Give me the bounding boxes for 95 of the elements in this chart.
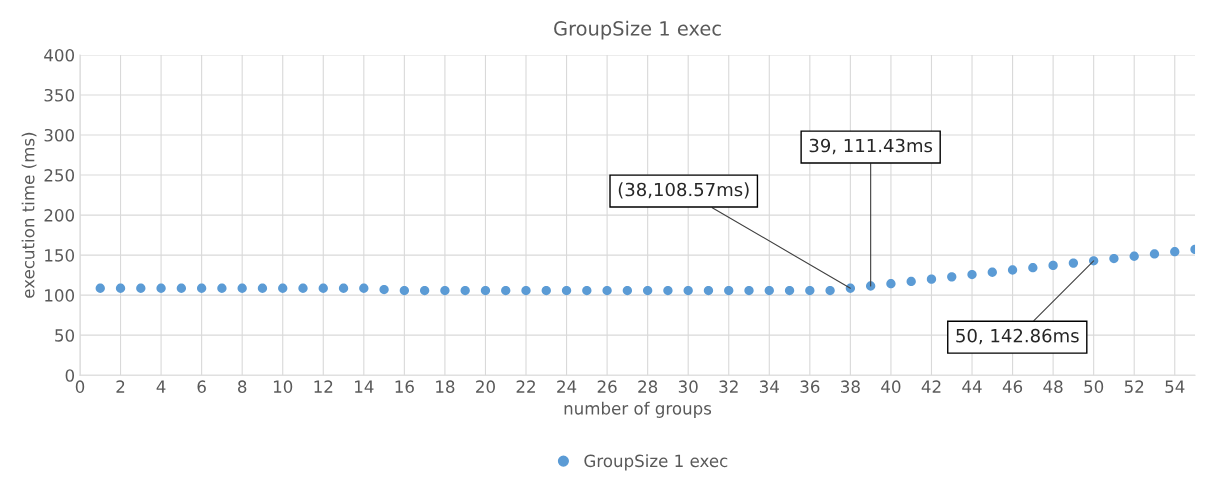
point	[156, 283, 166, 293]
point	[419, 285, 430, 296]
point	[1028, 263, 1038, 273]
y-tick-label: 200	[44, 209, 75, 222]
x-tick-label: 34	[759, 380, 779, 393]
point	[622, 285, 633, 296]
point	[642, 285, 653, 296]
point	[95, 283, 105, 293]
point	[278, 283, 288, 293]
x-tick-label: 54	[1165, 380, 1185, 393]
legend-label: GroupSize 1 exec	[584, 454, 728, 471]
point	[805, 285, 815, 296]
x-tick-label: 36	[800, 380, 820, 393]
x-tick-label: 16	[395, 380, 414, 393]
point	[298, 283, 308, 293]
x-tick-label: 22	[516, 380, 535, 393]
point	[825, 285, 835, 296]
point	[1007, 265, 1018, 275]
point	[338, 283, 349, 293]
x-tick-label: 18	[436, 380, 455, 393]
x-tick-label: 30	[678, 380, 698, 393]
point	[136, 283, 146, 293]
annotation: 50, 142.86ms	[956, 328, 1079, 345]
point	[947, 272, 957, 282]
x-tick-label: 20	[476, 380, 495, 393]
point	[906, 276, 916, 287]
point	[784, 285, 795, 296]
point	[460, 285, 470, 296]
point	[217, 283, 227, 293]
point	[1068, 258, 1079, 268]
point	[1129, 251, 1139, 261]
point	[379, 284, 389, 295]
x-tick-label: 4	[156, 380, 166, 393]
point	[764, 285, 774, 296]
point	[582, 285, 592, 296]
x-axis-title: number of groups	[564, 401, 712, 418]
x-tick-label: 0	[75, 380, 85, 393]
x-tick-label: 46	[1002, 380, 1023, 393]
x-tick-label: 42	[921, 380, 941, 393]
chart-title: GroupSize 1 exec	[554, 20, 721, 40]
x-tick-label: 14	[355, 380, 374, 393]
point	[318, 283, 328, 293]
y-tick-label: 300	[44, 128, 75, 142]
y-tick-label: 50	[55, 329, 75, 342]
x-tick-label: 28	[638, 380, 658, 393]
point	[501, 285, 511, 296]
annotation: (38,108.57ms)	[618, 182, 749, 199]
x-tick-label: 50	[1084, 380, 1104, 393]
point	[1149, 249, 1160, 259]
x-tick-label: 44	[962, 380, 982, 393]
x-tick-label: 6	[197, 380, 206, 393]
y-tick-label: 100	[45, 289, 75, 302]
point	[602, 285, 612, 296]
x-tick-label: 48	[1043, 380, 1063, 393]
x-tick-label: 52	[1124, 380, 1144, 393]
y-tick-label: 0	[65, 369, 75, 382]
point	[663, 285, 673, 296]
y-tick-label: 350	[44, 88, 75, 102]
point	[987, 267, 997, 277]
point	[521, 285, 531, 296]
x-tick-label: 2	[116, 380, 125, 393]
point	[399, 285, 410, 296]
point	[541, 285, 551, 296]
point	[480, 285, 491, 296]
point	[359, 283, 369, 293]
y-tick-label: 250	[44, 169, 75, 182]
x-tick-label: 40	[881, 380, 901, 393]
point	[1048, 260, 1058, 271]
point	[926, 274, 937, 284]
y-tick-label: 150	[45, 249, 75, 262]
point	[237, 283, 247, 293]
x-tick-label: 24	[557, 380, 577, 393]
point	[561, 285, 572, 296]
x-tick-label: 26	[597, 380, 617, 393]
point	[196, 283, 207, 293]
point	[703, 285, 714, 296]
y-tick-label: 400	[44, 48, 75, 62]
point	[440, 285, 450, 296]
point	[115, 283, 126, 293]
point	[744, 285, 754, 296]
annotation: 39, 111.43ms	[809, 138, 933, 155]
point	[967, 269, 977, 280]
x-tick-label: 32	[719, 380, 738, 393]
point	[724, 285, 734, 296]
point	[683, 285, 693, 296]
x-tick-label: 12	[314, 380, 333, 393]
point	[1170, 247, 1180, 257]
y-axis-title: execution time (ms)	[21, 132, 37, 298]
x-tick-label: 8	[238, 380, 247, 393]
point	[176, 283, 187, 293]
point	[1109, 253, 1119, 264]
x-tick-label: 10	[273, 380, 293, 393]
x-tick-label: 38	[841, 380, 860, 393]
point	[257, 283, 268, 293]
point	[886, 279, 896, 289]
